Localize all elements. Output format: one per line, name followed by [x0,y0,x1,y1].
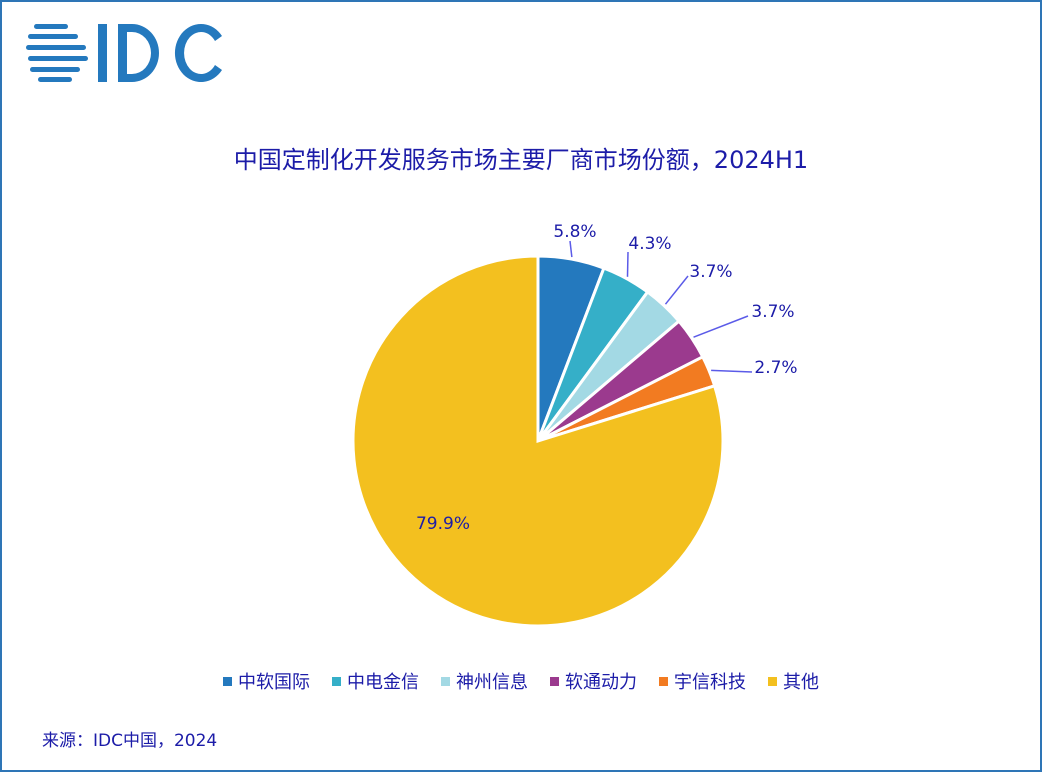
leader-line-2 [664,275,689,305]
legend-item: 其他 [768,668,819,694]
legend-swatch [659,676,668,686]
data-label-1: 4.3% [628,234,671,254]
legend-label: 软通动力 [565,672,637,693]
legend-swatch [550,676,559,686]
pie-chart: 5.8% 4.3% 3.7% 3.7% 2.7% 79.9% [351,222,798,628]
source-note: 来源：IDC中国，2024 [42,731,218,751]
leader-line-4 [711,369,753,373]
legend-item: 中电金信 [332,668,419,694]
legend-label: 中软国际 [238,672,310,693]
legend-item: 宇信科技 [659,668,746,694]
legend-item: 神州信息 [441,668,528,694]
legend: 中软国际 中电金信 神州信息 软通动力 宇信科技 其他 [0,668,1042,694]
idc-logo [26,23,222,82]
data-label-2: 3.7% [689,262,732,282]
data-label-4: 2.7% [754,358,797,378]
legend-item: 中软国际 [223,668,310,694]
chart-title: 中国定制化开发服务市场主要厂商市场份额，2024H1 [233,146,809,174]
leader-line-1 [626,251,629,277]
legend-label: 神州信息 [456,672,528,693]
legend-swatch [441,676,450,686]
legend-swatch [223,676,232,686]
legend-swatch [332,676,341,686]
legend-swatch [768,676,777,686]
pie-slice-5 [351,254,725,628]
leader-line-0 [569,240,573,258]
legend-label: 中电金信 [347,672,419,693]
leader-line-3 [693,315,749,338]
legend-label: 其他 [783,672,819,693]
data-label-5: 79.9% [416,514,470,534]
legend-item: 软通动力 [550,668,637,694]
data-label-3: 3.7% [751,302,794,322]
data-label-0: 5.8% [553,222,596,242]
legend-label: 宇信科技 [674,672,746,693]
